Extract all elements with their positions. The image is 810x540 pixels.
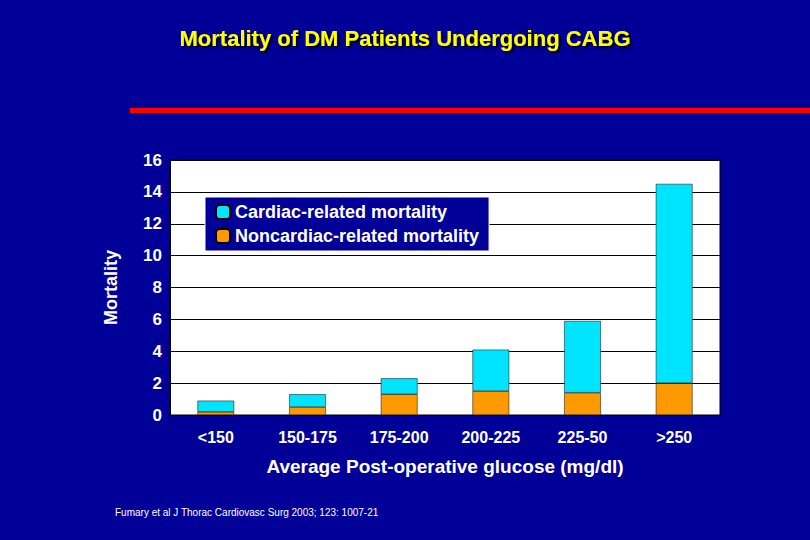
svg-text:14: 14 [143,182,162,201]
svg-text:16: 16 [143,151,162,170]
svg-text:175-200: 175-200 [370,429,429,446]
svg-text:10: 10 [143,246,162,265]
svg-text:200-225: 200-225 [461,429,520,446]
svg-text:12: 12 [143,214,162,233]
svg-text:0: 0 [153,406,162,425]
svg-text:4: 4 [153,342,163,361]
svg-text:225-50: 225-50 [558,429,608,446]
svg-text:150-175: 150-175 [278,429,337,446]
svg-text:Fumary et al J Thorac Cardiova: Fumary et al J Thorac Cardiovasc Surg 20… [115,507,379,518]
svg-text:Mortality: Mortality [101,250,121,325]
svg-text:Cardiac-related mortality: Cardiac-related mortality [235,202,447,222]
svg-text:Noncardiac-related mortality: Noncardiac-related mortality [235,226,479,246]
svg-text:Average Post-operative glucose: Average Post-operative glucose (mg/dl) [266,456,623,477]
svg-text:8: 8 [153,278,162,297]
svg-text:Mortality of DM Patients Under: Mortality of DM Patients Undergoing CABG [180,26,631,51]
svg-text:6: 6 [153,310,162,329]
svg-text:2: 2 [153,374,162,393]
svg-text:>250: >250 [656,429,692,446]
svg-text:<150: <150 [198,429,234,446]
